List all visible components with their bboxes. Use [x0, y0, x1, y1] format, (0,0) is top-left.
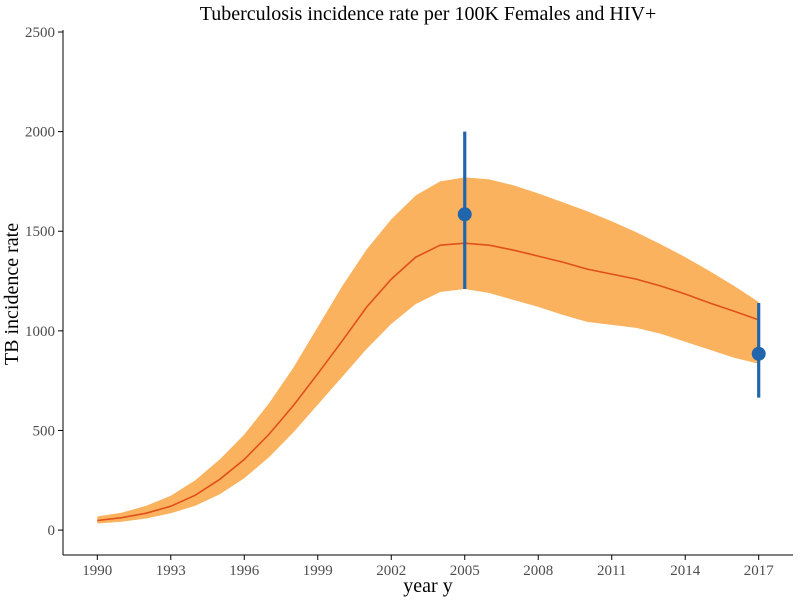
x-tick-label: 1999 — [303, 563, 333, 579]
x-tick-label: 2005 — [450, 563, 480, 579]
x-tick-label: 2008 — [523, 563, 553, 579]
y-tick-label: 1500 — [25, 224, 55, 240]
axes: 0 500 1000 1500 2000 2500 1990 1993 1996 1999 2002… — [25, 25, 793, 579]
data-point — [751, 346, 766, 361]
x-tick-label: 1996 — [229, 563, 260, 579]
data-point — [457, 207, 472, 222]
x-axis-title: year y — [403, 575, 452, 597]
x-tick-label: 2017 — [744, 563, 775, 579]
y-tick-label: 0 — [48, 523, 56, 539]
y-axis-title: TB incidence rate — [1, 223, 23, 365]
y-tick-label: 2000 — [25, 125, 55, 141]
chart-title: Tuberculosis incidence rate per 100K Fem… — [200, 3, 657, 25]
y-tick-label: 1000 — [25, 324, 55, 340]
x-tick-label: 2011 — [597, 563, 626, 579]
y-tick-label: 2500 — [25, 25, 55, 41]
x-tick-label: 1990 — [82, 563, 112, 579]
uncertainty-band — [97, 177, 759, 524]
x-tick-label: 1993 — [156, 563, 186, 579]
x-tick-label: 2014 — [670, 563, 701, 579]
y-tick-label: 500 — [33, 423, 56, 439]
plot-area — [97, 131, 766, 524]
x-tick-label: 2002 — [376, 563, 406, 579]
estimate-line — [97, 242, 759, 522]
